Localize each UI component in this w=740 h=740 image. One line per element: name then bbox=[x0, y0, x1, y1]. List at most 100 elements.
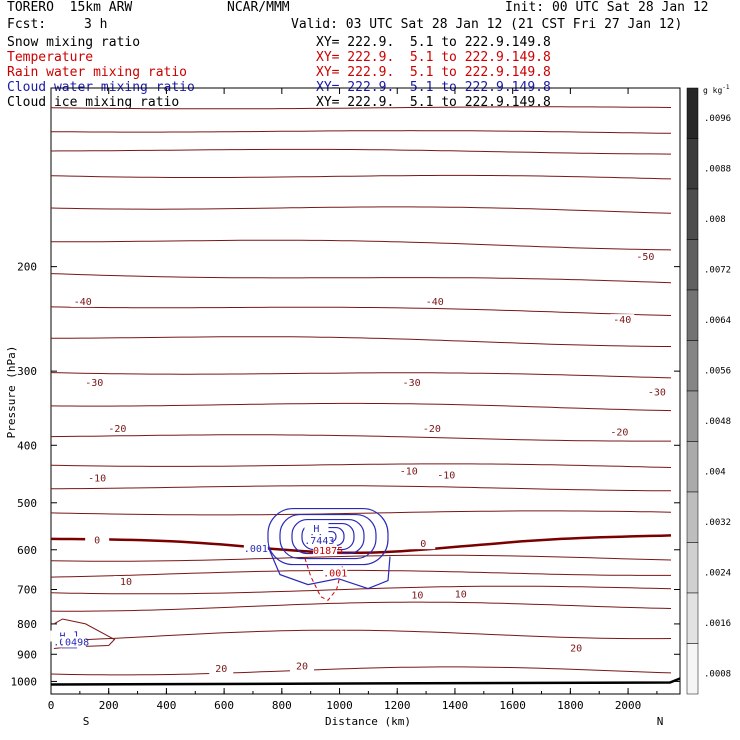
isotherm bbox=[50, 206, 672, 214]
x-tick-label: 1600 bbox=[499, 699, 526, 712]
isotherm bbox=[50, 585, 672, 595]
valid-label: Valid: 03 UTC Sat 28 Jan 12 (21 CST Fri … bbox=[291, 17, 683, 32]
y-tick-label: 700 bbox=[17, 584, 37, 597]
isotherm bbox=[50, 463, 672, 468]
colorbar-swatch bbox=[686, 87, 699, 139]
contour-label: .001 bbox=[244, 544, 268, 555]
fcst-value: 3 h bbox=[84, 17, 108, 32]
colorbar-label: .0088 bbox=[704, 164, 731, 174]
contour-label-bg bbox=[62, 636, 87, 648]
isotherm bbox=[50, 629, 672, 642]
contour-label-bg bbox=[70, 295, 95, 307]
contour-label-bg bbox=[323, 567, 348, 579]
x-tick-label: 1200 bbox=[384, 699, 411, 712]
contour-label-bg bbox=[290, 660, 315, 672]
contour-label: -40 bbox=[74, 297, 92, 308]
freezing-level-contour bbox=[50, 534, 672, 555]
isotherm bbox=[50, 336, 671, 347]
contour-label-bg bbox=[85, 472, 110, 484]
colorbar-label: .0016 bbox=[704, 619, 731, 629]
contour-label-bg bbox=[105, 423, 130, 435]
x-tick-label: 1400 bbox=[442, 699, 469, 712]
colorbar-swatch bbox=[686, 390, 699, 442]
isotherm bbox=[50, 402, 672, 412]
y-tick-label: 200 bbox=[17, 261, 37, 274]
isotherm bbox=[50, 306, 672, 316]
contour-label: -20 bbox=[610, 427, 628, 438]
isotherm bbox=[50, 434, 671, 442]
colorbar: .0096 .0088 .008 .0072 .0064 .0056 .0048 .004 .0… bbox=[686, 87, 731, 695]
contour-label-bg bbox=[85, 534, 110, 546]
x-axis-title: Distance (km) bbox=[325, 715, 411, 728]
colorbar-label: .008 bbox=[704, 215, 726, 225]
colorbar-swatch bbox=[686, 340, 699, 392]
colorbar-swatch bbox=[686, 289, 699, 341]
isotherm bbox=[50, 569, 671, 578]
y-tick-label: 800 bbox=[17, 618, 37, 631]
isotherm bbox=[50, 666, 672, 676]
contour-label: -10 bbox=[437, 470, 455, 481]
x-tick-label: 800 bbox=[272, 699, 292, 712]
contour-label: -40 bbox=[613, 315, 631, 326]
contour-label-bg bbox=[209, 663, 234, 675]
contour-label-bg bbox=[644, 386, 669, 398]
contour-label-bg bbox=[399, 377, 424, 389]
y-tick-label: 600 bbox=[17, 544, 37, 557]
contour-label: -10 bbox=[88, 473, 106, 484]
contour-label: 10 bbox=[411, 591, 423, 602]
colorbar-swatch bbox=[686, 491, 699, 543]
contour-label: -30 bbox=[648, 388, 666, 399]
contour-label: .0498 bbox=[59, 638, 89, 649]
colorbar-swatch bbox=[686, 542, 699, 594]
cloud-water-contour bbox=[267, 546, 391, 590]
x-tick-label: 1800 bbox=[557, 699, 584, 712]
center-label: NCAR/MMM bbox=[227, 0, 290, 15]
isotherm bbox=[51, 239, 672, 251]
contour-label: 20 bbox=[296, 662, 308, 673]
field-name-temperature: Temperature bbox=[7, 50, 94, 65]
x-tick-label: 1000 bbox=[326, 699, 353, 712]
colorbar-swatch bbox=[686, 643, 699, 695]
field-xy-rain: XY= 222.9. 5.1 to 222.9.149.8 bbox=[316, 65, 551, 80]
colorbar-label: .0056 bbox=[704, 366, 731, 376]
colorbar-label: .004 bbox=[704, 467, 726, 477]
contour-label: 10 bbox=[455, 589, 467, 600]
contour-label: H bbox=[313, 524, 319, 535]
field-name-snow: Snow mixing ratio bbox=[7, 35, 141, 50]
contour-label-bg bbox=[419, 423, 444, 435]
y-tick-label: 300 bbox=[17, 365, 37, 378]
contour-label: -10 bbox=[400, 466, 418, 477]
axis-ticks: 0 200 400 600 800 1000 1200 1400 1600 1800 2000200… bbox=[11, 88, 680, 712]
contour-label-bg bbox=[411, 538, 436, 550]
contour-label-bg bbox=[114, 576, 139, 588]
contour-label: 20 bbox=[570, 643, 582, 654]
y-tick-label: 400 bbox=[17, 439, 37, 452]
cloud-water-contour bbox=[279, 513, 377, 560]
isotherm bbox=[50, 601, 672, 612]
isotherm bbox=[50, 273, 672, 284]
contour-label: -30 bbox=[403, 378, 421, 389]
colorbar-swatch bbox=[686, 188, 699, 240]
contour-label: 0 bbox=[420, 539, 426, 550]
contour-label-bg bbox=[304, 522, 329, 534]
isotherm bbox=[50, 174, 672, 180]
colorbar-label: .0048 bbox=[704, 417, 731, 427]
ground-line bbox=[50, 677, 681, 686]
contour-label: .7443 bbox=[304, 536, 334, 547]
contour-label: -30 bbox=[85, 378, 103, 389]
isotherm bbox=[50, 510, 672, 516]
cloud-water-contour bbox=[267, 507, 389, 566]
contour-lines bbox=[50, 106, 681, 686]
field-xy-snow: XY= 222.9. 5.1 to 222.9.149.8 bbox=[316, 35, 551, 50]
contour-label: 20 bbox=[215, 664, 227, 675]
contour-label-bg bbox=[422, 295, 447, 307]
isotherm bbox=[50, 554, 672, 562]
contour-label-bg bbox=[307, 535, 332, 547]
isotherm bbox=[51, 485, 671, 492]
colorbar-unit: g kg-1 bbox=[703, 84, 730, 95]
y-tick-label: 1000 bbox=[11, 675, 38, 688]
field-name-cloud-ice: Cloud ice mixing ratio bbox=[7, 95, 180, 110]
contour-label: .001 bbox=[323, 568, 347, 579]
contour-label-bg bbox=[448, 588, 473, 600]
